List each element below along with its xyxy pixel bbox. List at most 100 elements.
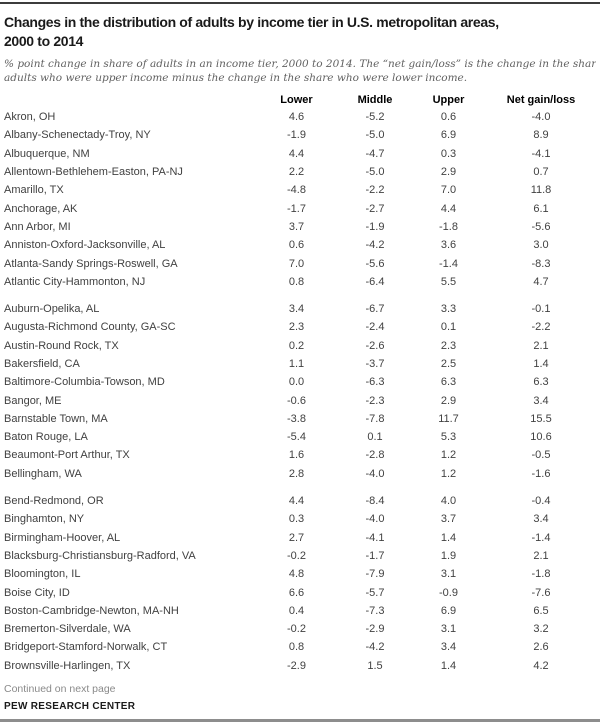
metro-name-cell: Binghamton, NY <box>4 513 85 526</box>
metro-name-cell: Baltimore-Columbia-Towson, MD <box>4 376 165 389</box>
upper-value-cell: 1.2 <box>440 449 457 462</box>
middle-value-cell: -2.7 <box>365 202 385 215</box>
lower-value-cell: -2.9 <box>287 659 306 672</box>
metro-name-cell: Anniston-Oxford-Jacksonville, AL <box>4 239 166 252</box>
bottom-divider <box>0 719 600 722</box>
lower-value-cell: 0.0 <box>288 376 305 389</box>
table-row: Auburn-Opelika, AL 3.4 -6.7 3.3 -0.1 <box>4 300 596 318</box>
middle-value-cell: -5.2 <box>365 111 385 124</box>
upper-value-cell: 11.7 <box>438 412 459 425</box>
column-header-metro <box>4 93 254 108</box>
upper-value-cell: 0.3 <box>440 147 457 160</box>
page-subtitle: % point change in share of adults in an … <box>4 58 596 85</box>
table-row: Atlanta-Sandy Springs-Roswell, GA 7.0 -5.6… <box>4 254 596 272</box>
upper-value-cell: 0.6 <box>440 111 457 124</box>
net-gain-loss-value-cell: 8.9 <box>533 129 549 142</box>
metro-name-cell: Bend-Redmond, OR <box>4 495 104 508</box>
middle-value-cell: -8.4 <box>365 495 385 508</box>
table-row: Baltimore-Columbia-Towson, MD 0.0 -6.3 6.3 6… <box>4 373 596 391</box>
upper-value-cell: 3.1 <box>440 623 457 636</box>
lower-value-cell: 4.4 <box>288 147 305 160</box>
net-gain-loss-value-cell: -2.2 <box>531 321 551 334</box>
net-gain-loss-value-cell: -4.1 <box>531 147 551 160</box>
middle-value-cell: -5.0 <box>365 129 385 142</box>
metro-name-cell: Boise City, ID <box>4 586 70 599</box>
net-gain-loss-value-cell: -4.0 <box>531 111 551 124</box>
table-row: Albany-Schenectady-Troy, NY -1.9 -5.0 6.9 8.… <box>4 126 596 144</box>
metro-name-cell: Auburn-Opelika, AL <box>4 303 100 316</box>
table-row: Binghamton, NY 0.3 -4.0 3.7 3.4 <box>4 510 596 528</box>
report-page: Changes in the distribution of adults by… <box>0 13 600 712</box>
table-row: Bloomington, IL 4.8 -7.9 3.1 -1.8 <box>4 565 596 583</box>
upper-value-cell: 5.3 <box>440 431 457 444</box>
metro-name-cell: Bellingham, WA <box>4 467 82 480</box>
middle-value-cell: -4.1 <box>365 531 385 544</box>
table-row: Akron, OH 4.6 -5.2 0.6 -4.0 <box>4 108 596 126</box>
metro-name-cell: Anchorage, AK <box>4 202 78 215</box>
metro-name-cell: Baton Rouge, LA <box>4 431 88 444</box>
table-row: Brownsville-Harlingen, TX -2.9 1.5 1.4 4.2 <box>4 657 596 675</box>
lower-value-cell: 0.8 <box>288 275 305 288</box>
lower-value-cell: 2.2 <box>288 166 305 179</box>
upper-value-cell: 4.4 <box>440 202 457 215</box>
table-row: Austin-Round Rock, TX 0.2 -2.6 2.3 2.1 <box>4 337 596 355</box>
table-row: Allentown-Bethlehem-Easton, PA-NJ 2.2 -5.0… <box>4 163 596 181</box>
lower-value-cell: 4.6 <box>288 111 305 124</box>
income-tier-table: Lower Middle Upper Net gain/loss Akron, … <box>4 93 596 675</box>
page-subtitle-line1: % point change in share of adults in an … <box>4 58 596 70</box>
metro-name-cell: Boston-Cambridge-Newton, MA-NH <box>4 604 179 617</box>
lower-value-cell: 4.4 <box>288 495 305 508</box>
lower-value-cell: 2.3 <box>288 321 305 334</box>
metro-name-cell: Bloomington, IL <box>4 568 81 581</box>
table-row: Boise City, ID 6.6 -5.7 -0.9 -7.6 <box>4 583 596 601</box>
table-row: Beaumont-Port Arthur, TX 1.6 -2.8 1.2 -0.5 <box>4 446 596 464</box>
group-spacer-cell <box>4 291 596 300</box>
source-label: PEW RESEARCH CENTER <box>4 700 136 712</box>
upper-value-cell: 5.5 <box>440 275 457 288</box>
net-gain-loss-value-cell: 2.6 <box>533 641 549 654</box>
table-row: Boston-Cambridge-Newton, MA-NH 0.4 -7.3 6.9… <box>4 602 596 620</box>
middle-value-cell: -4.0 <box>365 513 385 526</box>
net-gain-loss-value-cell: -0.5 <box>531 449 551 462</box>
table-row: Amarillo, TX -4.8 -2.2 7.0 11.8 <box>4 181 596 199</box>
net-gain-loss-value-cell: -1.4 <box>531 531 551 544</box>
column-header-middle: Middle <box>357 94 393 106</box>
net-gain-loss-value-cell: -7.6 <box>531 586 551 599</box>
metro-name-cell: Blacksburg-Christiansburg-Radford, VA <box>4 549 196 562</box>
lower-value-cell: 3.7 <box>288 220 305 233</box>
upper-value-cell: 4.0 <box>440 495 457 508</box>
continued-note: Continued on next page <box>4 682 116 695</box>
upper-value-cell: 7.0 <box>440 184 457 197</box>
net-gain-loss-value-cell: 2.1 <box>533 549 549 562</box>
table-row: Bangor, ME -0.6 -2.3 2.9 3.4 <box>4 391 596 409</box>
middle-value-cell: -5.6 <box>365 257 385 270</box>
metro-name-cell: Albuquerque, NM <box>4 147 90 160</box>
metro-name-cell: Birmingham-Hoover, AL <box>4 531 121 544</box>
net-gain-loss-value-cell: 10.6 <box>530 431 552 444</box>
net-gain-loss-value-cell: 6.3 <box>533 376 549 389</box>
metro-name-cell: Brownsville-Harlingen, TX <box>4 659 131 672</box>
lower-value-cell: -1.9 <box>287 129 306 142</box>
metro-name-cell: Akron, OH <box>4 111 56 124</box>
net-gain-loss-value-cell: 6.5 <box>533 604 549 617</box>
table-row: Birmingham-Hoover, AL 2.7 -4.1 1.4 -1.4 <box>4 529 596 547</box>
middle-value-cell: -5.7 <box>365 586 385 599</box>
middle-value-cell: -2.3 <box>365 394 385 407</box>
table-row: Augusta-Richmond County, GA-SC 2.3 -2.4 0.1… <box>4 318 596 336</box>
upper-value-cell: -1.8 <box>439 220 458 233</box>
net-gain-loss-value-cell: -0.1 <box>531 303 551 316</box>
lower-value-cell: 0.3 <box>288 513 305 526</box>
net-gain-loss-value-cell: 2.1 <box>533 339 549 352</box>
upper-value-cell: 2.9 <box>440 394 457 407</box>
net-gain-loss-value-cell: 3.2 <box>533 623 549 636</box>
page-title-line1: Changes in the distribution of adults by… <box>4 14 499 30</box>
net-gain-loss-value-cell: -1.6 <box>531 467 551 480</box>
middle-value-cell: -4.2 <box>365 641 385 654</box>
net-gain-loss-value-cell: 11.8 <box>530 184 552 197</box>
lower-value-cell: 0.4 <box>288 604 305 617</box>
table-row: Anchorage, AK -1.7 -2.7 4.4 6.1 <box>4 199 596 217</box>
lower-value-cell: -0.2 <box>287 549 306 562</box>
metro-name-cell: Atlantic City-Hammonton, NJ <box>4 275 146 288</box>
middle-value-cell: -7.3 <box>365 604 385 617</box>
table-row: Bakersfield, CA 1.1 -3.7 2.5 1.4 <box>4 355 596 373</box>
